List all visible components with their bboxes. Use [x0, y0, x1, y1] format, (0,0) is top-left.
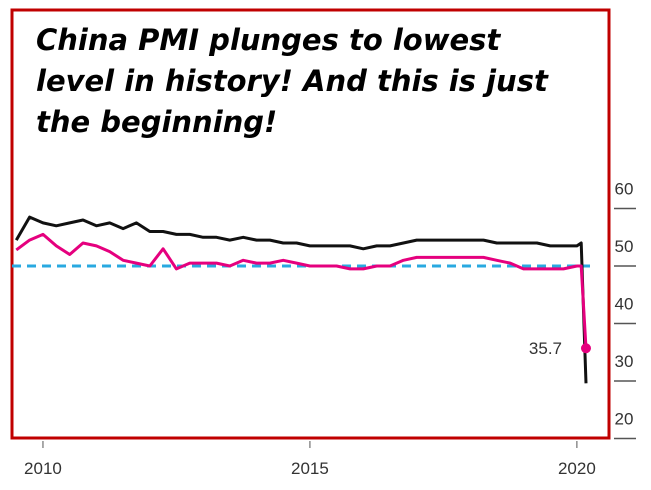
x-tick-label: 2020 — [558, 459, 596, 478]
y-tick-label: 20 — [615, 410, 634, 429]
y-tick-label: 30 — [615, 352, 634, 371]
frame — [10, 8, 611, 440]
x-tick-label: 2010 — [24, 459, 62, 478]
chart-title-line: the beginning! — [36, 105, 277, 139]
y-tick-label: 40 — [615, 295, 634, 314]
x-tick-label: 2015 — [291, 459, 329, 478]
y-tick-label: 50 — [615, 237, 634, 256]
y-tick-label: 60 — [615, 180, 634, 199]
series-line — [15, 232, 588, 349]
chart-title-line: level in history! And this is just — [36, 64, 549, 98]
chart-title-line: China PMI plunges to lowest — [36, 23, 501, 57]
data-label: 35.7 — [529, 339, 562, 358]
end-point — [580, 343, 591, 354]
series-line — [15, 215, 588, 384]
